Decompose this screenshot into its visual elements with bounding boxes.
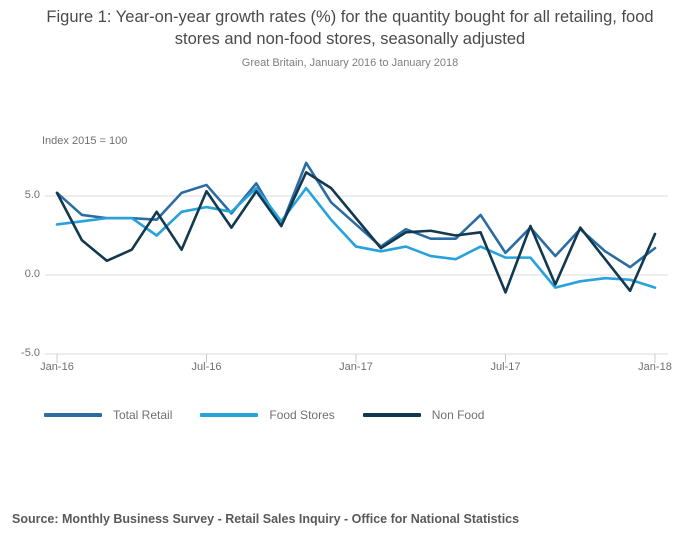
- x-axis-label: Jan-17: [339, 361, 373, 373]
- chart-subtitle: Great Britain, January 2016 to January 2…: [241, 57, 459, 69]
- series-line-total-retail: [55, 161, 657, 269]
- x-axis-ticks: [56, 354, 656, 363]
- series-line-food-stores: [55, 186, 657, 289]
- legend-label-food-stores: Food Stores: [269, 408, 335, 422]
- x-axis-label: Jul-16: [191, 361, 222, 373]
- legend-swatch-food-stores: [200, 413, 259, 417]
- y-axis-label: 5.0: [24, 189, 40, 201]
- y-axis-label: -5.0: [21, 347, 40, 359]
- legend-label-non-food: Non Food: [431, 408, 485, 422]
- y-axis-label: 0.0: [24, 268, 40, 280]
- legend-label-total-retail: Total Retail: [113, 408, 173, 422]
- page-title: Figure 1: Year-on-year growth rates (%) …: [46, 8, 654, 48]
- source-note: Source: Monthly Business Survey - Retail…: [12, 512, 520, 526]
- x-axis-label: Jan-18: [638, 361, 672, 373]
- series-line-non-food: [55, 171, 657, 294]
- series-lines: [55, 161, 657, 294]
- chart-legend: Total Retail Food Stores Non Food: [44, 408, 512, 422]
- index-note: Index 2015 = 100: [42, 135, 128, 147]
- legend-swatch-non-food: [362, 413, 421, 417]
- legend-item-food-stores[interactable]: Food Stores: [200, 408, 335, 422]
- x-axis-label: Jul-17: [490, 361, 521, 373]
- legend-swatch-total-retail: [44, 413, 102, 417]
- legend-item-non-food[interactable]: Non Food: [362, 408, 485, 422]
- x-axis-label: Jan-16: [40, 361, 74, 373]
- legend-item-total-retail[interactable]: Total Retail: [44, 408, 172, 422]
